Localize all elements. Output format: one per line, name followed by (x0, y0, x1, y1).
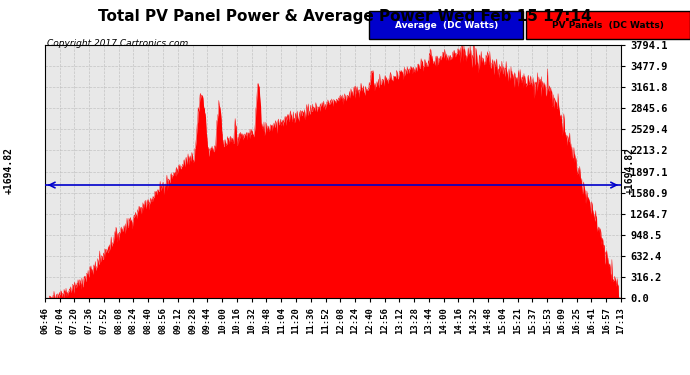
FancyBboxPatch shape (369, 11, 523, 39)
Text: Total PV Panel Power & Average Power Wed Feb 15 17:14: Total PV Panel Power & Average Power Wed… (98, 9, 592, 24)
FancyBboxPatch shape (526, 11, 690, 39)
Text: Average  (DC Watts): Average (DC Watts) (395, 21, 497, 30)
Text: +1694.82: +1694.82 (3, 147, 13, 194)
Text: Copyright 2017 Cartronics.com: Copyright 2017 Cartronics.com (47, 39, 188, 48)
Text: PV Panels  (DC Watts): PV Panels (DC Watts) (552, 21, 664, 30)
Text: +1694.82: +1694.82 (624, 147, 634, 194)
